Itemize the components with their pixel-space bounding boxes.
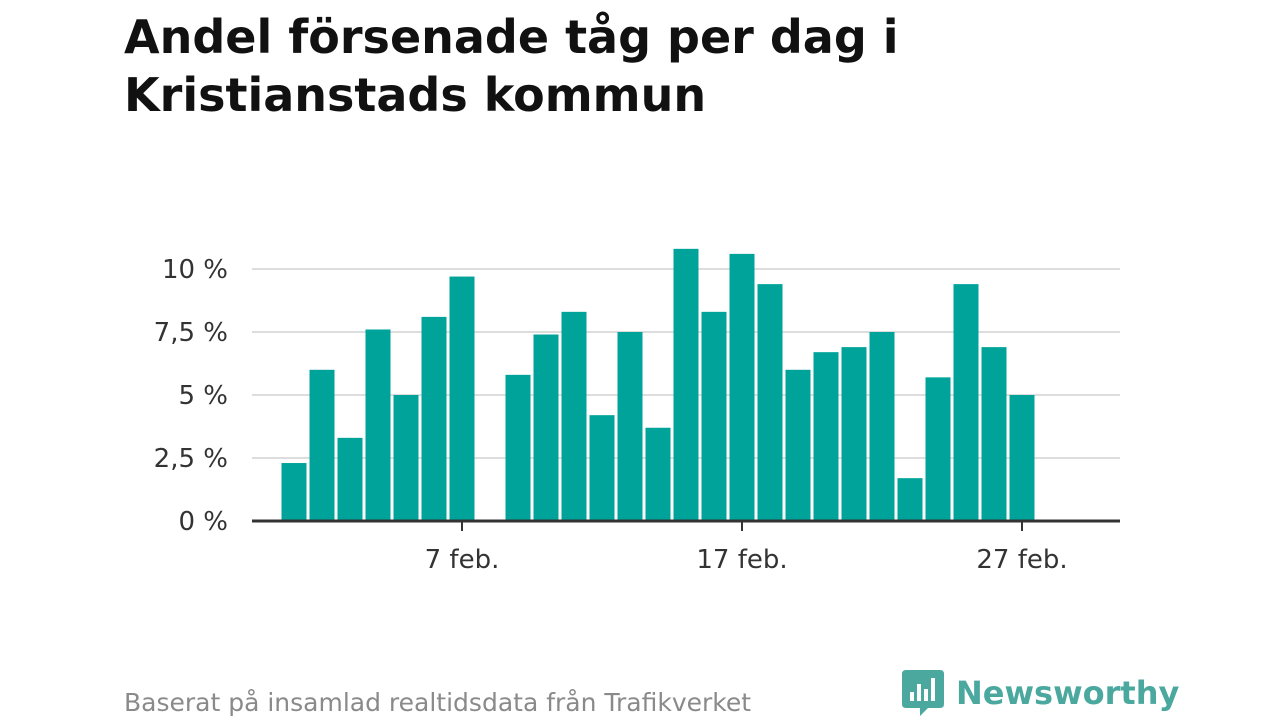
bar: [981, 347, 1007, 521]
source-note: Baserat på insamlad realtidsdata från Tr…: [124, 688, 752, 717]
chart-title: Andel försenade tåg per dag i Kristianst…: [124, 10, 899, 122]
bar: [813, 352, 839, 521]
bar: [841, 347, 867, 521]
y-tick-label: 5 %: [178, 381, 228, 411]
bar: [337, 437, 363, 521]
y-tick-label: 2,5 %: [154, 444, 228, 474]
bar: [589, 415, 615, 521]
axes: 0 % 2,5 % 5 % 7,5 % 10 % 7 feb. 17 feb. 27 feb.: [154, 255, 1120, 575]
brand-name: Newsworthy: [956, 674, 1180, 712]
x-tick-label: 17 feb.: [696, 545, 787, 575]
x-tick-label: 7 feb.: [425, 545, 500, 575]
bar: [645, 427, 671, 521]
bar: [785, 369, 811, 521]
bar: [953, 284, 979, 521]
bar: [533, 334, 559, 521]
y-tick-label: 0 %: [178, 507, 228, 537]
bar: [701, 311, 727, 521]
bar: [449, 276, 475, 521]
bar: [505, 374, 531, 521]
x-tick-label: 27 feb.: [976, 545, 1067, 575]
bar: [309, 369, 335, 521]
bar: [561, 311, 587, 521]
bar: [281, 463, 307, 521]
newsworthy-logo-icon: [902, 670, 944, 716]
bar: [617, 332, 643, 521]
y-tick-label: 7,5 %: [154, 318, 228, 348]
bar: [673, 248, 699, 521]
bar: [729, 253, 755, 521]
bar: [925, 377, 951, 521]
y-tick-label: 10 %: [162, 255, 228, 285]
bar: [897, 478, 923, 521]
brand-logo: Newsworthy: [902, 670, 1179, 716]
bar: [393, 395, 419, 521]
bar: [869, 332, 895, 521]
bars: [281, 248, 1035, 521]
bar: [365, 329, 391, 521]
bar: [421, 316, 447, 521]
bar: [757, 284, 783, 521]
bar: [1009, 395, 1035, 521]
